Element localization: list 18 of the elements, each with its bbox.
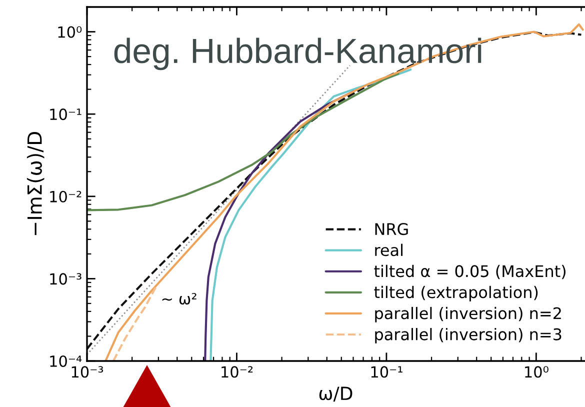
legend-label: tilted α = 0.05 (MaxEnt) <box>374 264 566 280</box>
annotation: ~ ω² <box>162 292 196 305</box>
x-axis-title: ω/D <box>319 386 352 402</box>
legend-label: parallel (inversion) n=3 <box>375 328 562 344</box>
x-tick-label: 10⁰ <box>525 366 548 378</box>
y-tick-label: 10⁻⁴ <box>50 355 82 368</box>
y-axis-title: −ImΣ(ω)/D <box>26 132 44 236</box>
legend-label: parallel (inversion) n=2 <box>375 306 561 322</box>
x-tick-label: 10⁻¹ <box>371 366 402 378</box>
legend-label: NRG <box>375 223 408 236</box>
y-tick-label: 10⁰ <box>58 26 82 38</box>
y-tick-label: 10⁻¹ <box>50 108 82 120</box>
legend-label: real <box>375 244 402 256</box>
y-tick-label: 10⁻³ <box>50 273 82 285</box>
legend-label: tilted (extrapolation) <box>374 286 538 302</box>
y-tick-label: 10⁻² <box>50 190 82 202</box>
x-tick-label: 10⁻³ <box>72 366 104 378</box>
x-tick-label: 10⁻² <box>222 366 253 378</box>
